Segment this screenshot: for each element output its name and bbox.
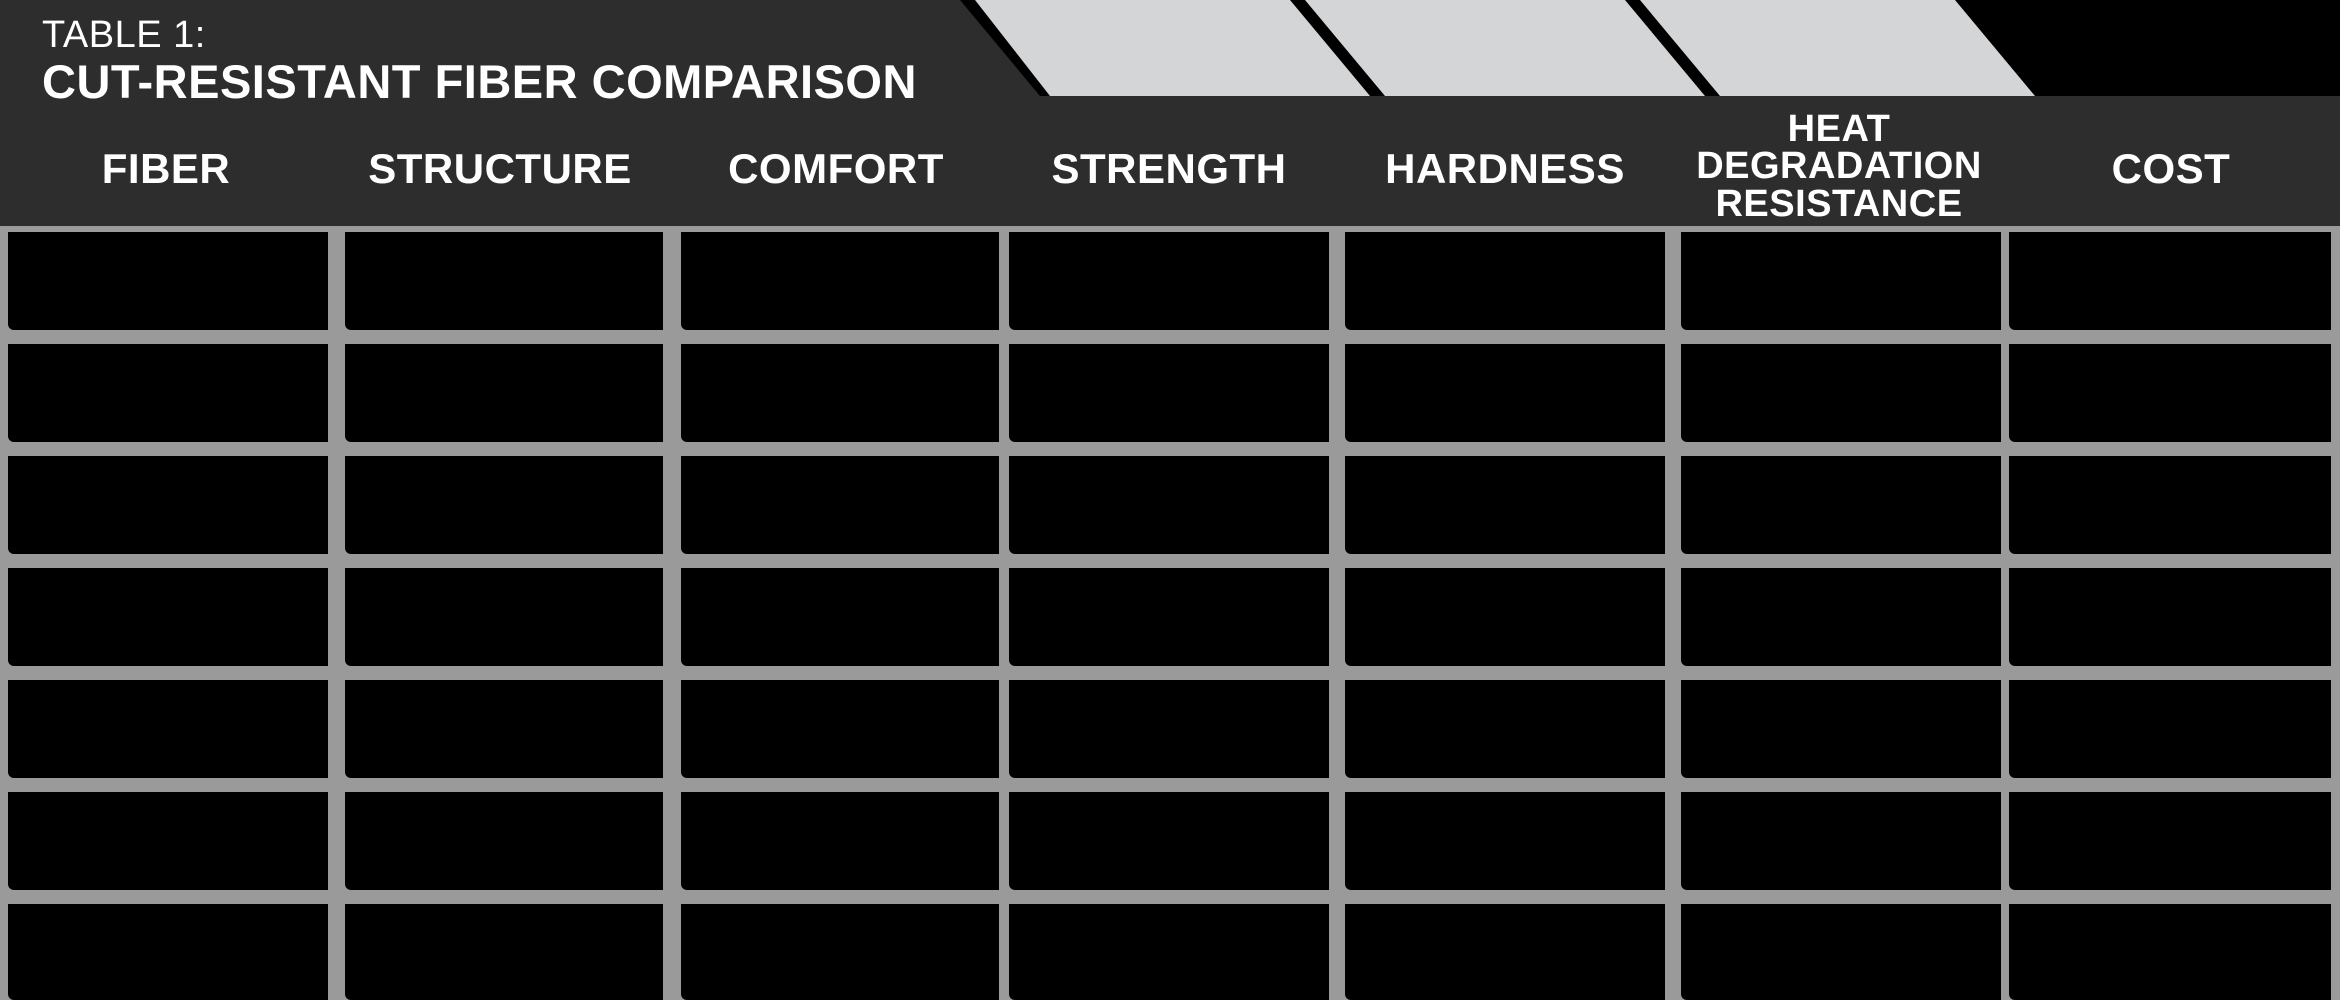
table-cell xyxy=(1009,792,1329,890)
table-cell xyxy=(1681,792,2001,890)
header-tab-1 xyxy=(975,0,1370,96)
table-cell xyxy=(1345,456,1665,554)
table-label: TABLE 1: xyxy=(42,14,206,56)
table-cell xyxy=(345,568,663,666)
column-header-strength: STRENGTH xyxy=(1051,145,1287,192)
table-cell xyxy=(2009,456,2331,554)
table-cell xyxy=(1681,680,2001,778)
table-cell xyxy=(1009,680,1329,778)
table-cell xyxy=(8,344,328,442)
table-cell xyxy=(1009,456,1329,554)
header-tab-3 xyxy=(1640,0,2035,96)
table-cell xyxy=(1345,792,1665,890)
table-cell xyxy=(1345,232,1665,330)
column-header-row: FIBER STRUCTURE COMFORT STRENGTH HARDNES… xyxy=(0,102,2340,226)
header-decoration xyxy=(0,0,2340,102)
table-cell xyxy=(1009,232,1329,330)
title-block-shape xyxy=(0,0,1045,102)
header-join xyxy=(0,96,2340,102)
table-cell xyxy=(8,904,328,1000)
table-cell xyxy=(8,792,328,890)
table-cell xyxy=(2009,568,2331,666)
table-cell xyxy=(681,568,999,666)
table-cell xyxy=(1345,344,1665,442)
table-cell xyxy=(8,680,328,778)
table-cell xyxy=(1345,680,1665,778)
table-cell xyxy=(681,904,999,1000)
column-header-heat-degradation-resistance: HEAT DEGRADATION RESISTANCE xyxy=(1696,108,1982,225)
column-header-structure: STRUCTURE xyxy=(368,145,632,192)
column-header-hardness: HARDNESS xyxy=(1385,145,1625,192)
table-cell xyxy=(681,344,999,442)
table-cell xyxy=(345,680,663,778)
table-cell xyxy=(2009,792,2331,890)
table-cell xyxy=(8,232,328,330)
table-cell xyxy=(681,456,999,554)
table-cell xyxy=(345,344,663,442)
table-cell xyxy=(8,568,328,666)
table-grid xyxy=(0,226,2340,1000)
table-cell xyxy=(345,232,663,330)
table-cell xyxy=(1009,344,1329,442)
column-header-cost: COST xyxy=(2111,145,2231,192)
table-cell xyxy=(345,792,663,890)
table-cell xyxy=(1345,568,1665,666)
table-cell xyxy=(1681,232,2001,330)
table-cell xyxy=(681,232,999,330)
table-cell xyxy=(345,456,663,554)
table-cell xyxy=(1681,904,2001,1000)
table-cell xyxy=(1009,904,1329,1000)
table-cell xyxy=(2009,904,2331,1000)
table-cell xyxy=(681,680,999,778)
column-header-fiber: FIBER xyxy=(101,145,231,192)
table-cell xyxy=(681,792,999,890)
header-tab-2 xyxy=(1305,0,1705,96)
table-cell xyxy=(1009,568,1329,666)
table-cell xyxy=(2009,680,2331,778)
table-cell xyxy=(1681,456,2001,554)
table-cell xyxy=(8,456,328,554)
table-title: CUT-RESISTANT FIBER COMPARISON xyxy=(42,55,917,108)
table-cell xyxy=(1345,904,1665,1000)
table-cell xyxy=(2009,344,2331,442)
table-cell xyxy=(1681,568,2001,666)
table-cell xyxy=(345,904,663,1000)
column-header-comfort: COMFORT xyxy=(728,145,944,192)
table-cell xyxy=(1681,344,2001,442)
table-cell xyxy=(2009,232,2331,330)
